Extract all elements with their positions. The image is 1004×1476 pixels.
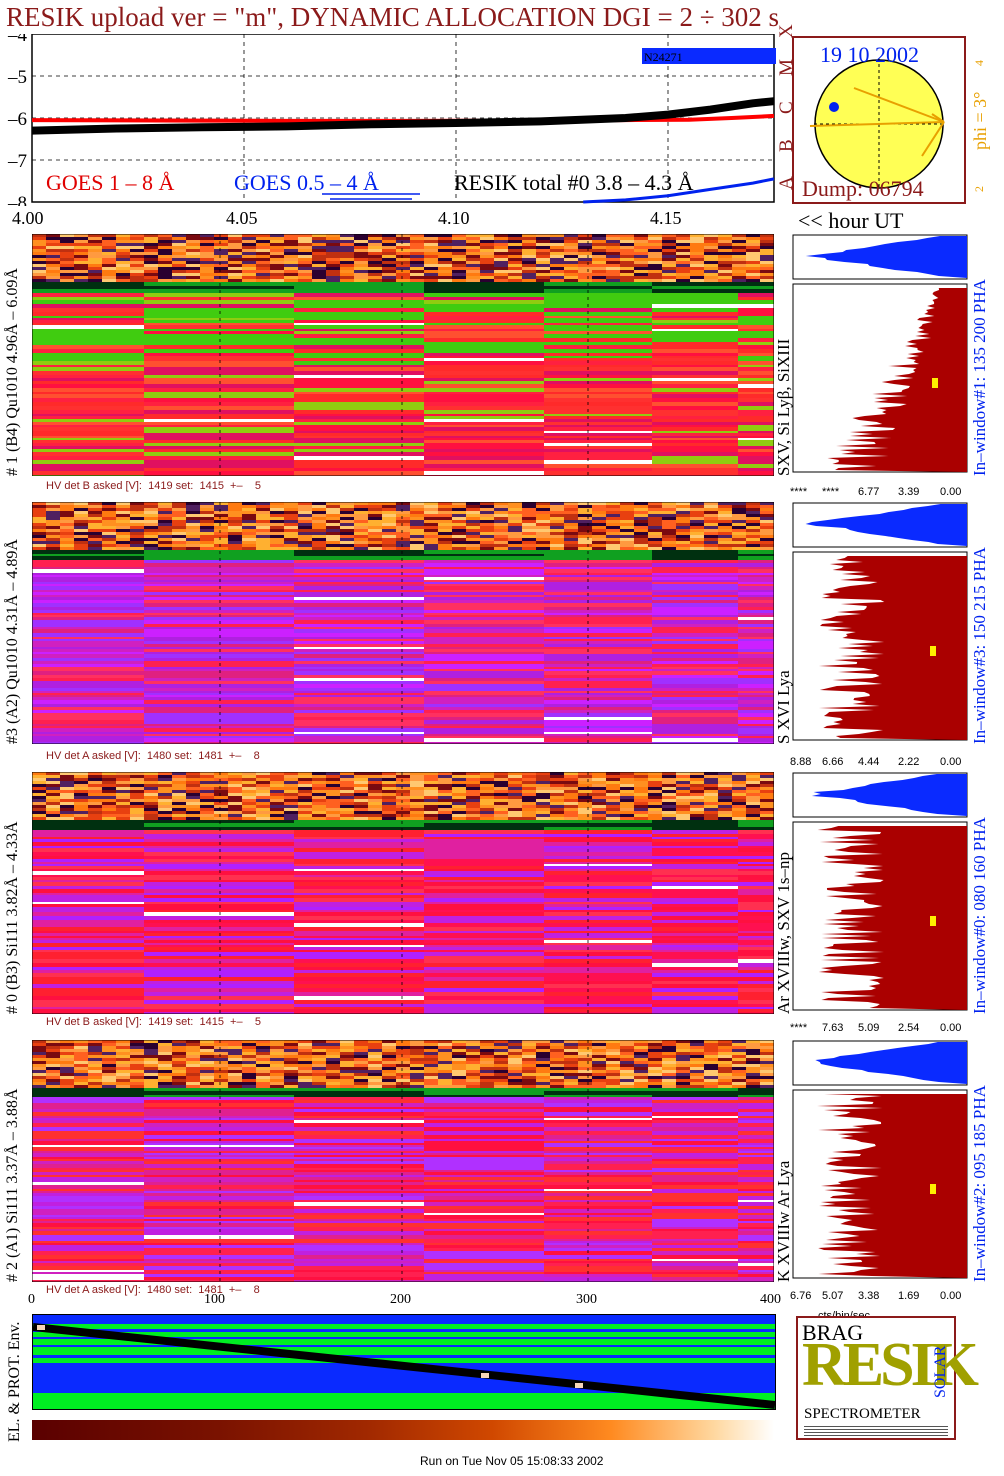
legend-goes-long: GOES 1 – 8 Å [46,170,175,195]
spectrogram-0 [32,234,774,476]
histogram-scale-tick: 2.22 [898,756,920,768]
histogram-scale-tick: 5.09 [858,1022,880,1034]
channel-line-label: K XVIIIw Ar Lya [774,1160,793,1282]
goes-y-tick: –8 [7,193,27,206]
pha-histogram-0 [792,234,968,473]
logo-sub: SPECTROMETER [804,1406,921,1422]
histogram-scale-tick: 7.63 [822,1022,844,1034]
channel-window-label: In–window#2: 095 185 PHA [970,1085,989,1282]
spectrogram-3 [32,1040,774,1282]
channel-line-label: S XVI Lya [774,670,793,744]
noaa-region-label: N24271 [644,50,683,64]
goes-series-line [31,97,775,135]
channel-window-label: In–window#3: 150 215 PHA [970,547,989,744]
run-timestamp: Run on Tue Nov 05 15:08:33 2002 [420,1454,604,1468]
channel-line-label: SXV, Si Lyβ, SiXIII [774,338,793,476]
pha-tick-label: 100 [204,1292,225,1307]
histogram-scale-tick: 5.07 [822,1290,844,1302]
histogram-scale-tick: 0.00 [940,1022,962,1034]
histogram-scale-tick: 1.69 [898,1290,920,1302]
goes-y-tick: –7 [7,151,27,172]
histogram-scale-tick: 6.76 [790,1290,812,1302]
pha-tick-label: 400 [760,1292,781,1307]
channel-window-label: In–window#1: 135 200 PHA [970,279,989,476]
dump-number: Dump: 06794 [802,176,924,201]
pha-histogram-1 [792,502,968,741]
histogram-scale-tick: 0.00 [940,756,962,768]
time-tick-label: 4.05 [226,208,258,228]
histogram-scale-tick: 6.66 [822,756,844,768]
observation-date: 19 10 2002 [820,42,919,67]
goes-y-ticks: –4 –5 –6 –7 –8 [7,34,28,206]
hv-status-line: HV det B asked [V]: 1419 set: 1415 +– 5 [46,1016,261,1028]
sun-disk-graphic [809,58,945,190]
histogram-scale-tick: 4.44 [858,756,880,768]
phi-tick-left: 2 [972,186,986,192]
histogram-scale-tick: **** [790,486,808,498]
pha-tick-label: 0 [28,1292,35,1307]
histogram-scale-tick: 0.00 [940,1290,962,1302]
region-bar [642,48,776,64]
spectrogram-2 [32,772,774,1014]
goes-series [31,97,775,204]
channel-window-label: In–window#0: 080 160 PHA [970,817,989,1014]
hv-status-line: HV det A asked [V]: 1480 set: 1481 +– 8 [46,750,260,762]
time-tick-label: 4.15 [650,208,682,228]
hv-status-line: HV det B asked [V]: 1419 set: 1415 +– 5 [46,480,261,492]
pha-histogram-3 [792,1040,968,1279]
channel-side-label: # 2 (A1) Si111 3.37Å – 3.88Å [4,1088,21,1282]
histogram-scale-tick: 0.00 [940,486,962,498]
page-title: RESIK upload ver = "m", DYNAMIC ALLOCATI… [6,2,780,32]
histogram-scale-tick: **** [822,486,840,498]
channel-side-label: #3 (A2) Qu1010 4.31Å – 4.89Å [4,539,21,744]
legend-goes-short: GOES 0.5 – 4 Å [234,170,379,195]
color-scale-bar [32,1420,774,1440]
spectrogram-1 [32,502,774,744]
histogram-scale-tick: 2.54 [898,1022,920,1034]
logo-corner: BRAG [802,1320,864,1345]
histogram-scale-tick: 3.38 [858,1290,880,1302]
channel-side-label: # 0 (B3) Si111 3.82Å – 4.33Å [4,821,21,1014]
pha-tick-label: 200 [390,1292,411,1307]
channel-line-label: Ar XVIIIw, SXV 1s–np [774,852,793,1014]
time-unit-label: << hour UT [798,208,904,233]
histogram-scale-tick: 3.39 [898,486,920,498]
logo-side: SOLAR [932,1345,949,1398]
time-tick-label: 4.00 [12,208,44,228]
phi-label: phi = 3° [970,91,990,150]
sun-panel: 19 10 2002 Dump: 06794 [792,36,966,204]
histogram-scale-tick: **** [790,1022,808,1034]
resik-logo: BRAG RESIK SOLAR SPECTROMETER [796,1316,979,1440]
channel-side-label: # 1 (B4) Qu1010 4.96Å – 6.09Å [4,268,21,476]
env-panel [32,1314,776,1410]
histogram-scale-tick: 6.77 [858,486,880,498]
histogram-scale-tick: 8.88 [790,756,812,768]
goes-y-tick: –6 [7,109,27,130]
legend-resik-total: RESIK total #0 3.8 – 4.3 Å [454,170,694,195]
goes-y-tick: –4 [7,34,28,46]
logo-word: RESIK [802,1331,979,1399]
env-label: EL. & PROT. Env. [6,1321,23,1442]
hv-status-line: HV det A asked [V]: 1480 set: 1481 +– 8 [46,1284,260,1296]
pha-tick-label: 300 [576,1292,597,1307]
goes-lightcurve-chart: –4 –5 –6 –7 –8 N24271 [7,34,776,206]
pha-histogram-2 [792,772,968,1011]
goes-y-tick: –5 [7,67,27,88]
goes-series-line [583,177,775,204]
time-tick-label: 4.10 [438,208,470,228]
phi-tick-right: 4 [972,60,986,66]
